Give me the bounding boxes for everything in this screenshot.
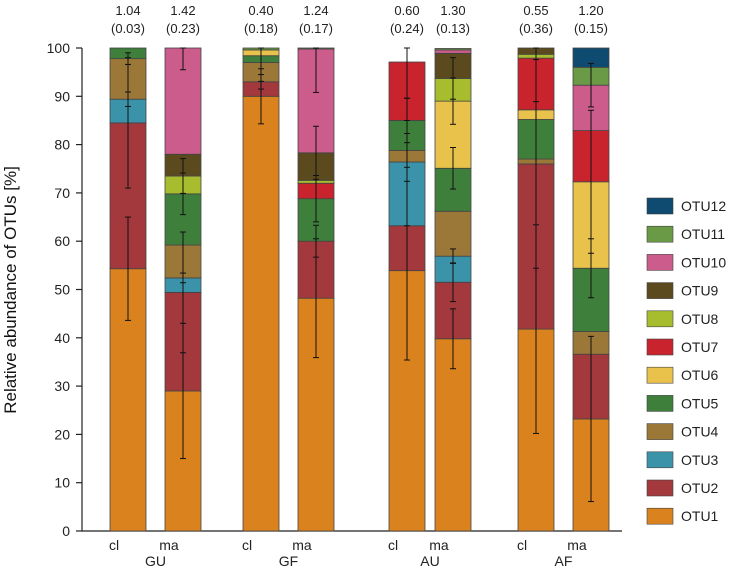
annotation-value: 0.40 [248,3,273,18]
legend-swatch-otu3 [646,451,674,469]
y-tick-label: 20 [54,426,70,442]
bar-segment-otu5 [434,167,472,212]
legend: OTU12 OTU11 OTU10 OTU9 OTU8 OTU7 OTU6 OTU5 OTU4 O… [646,197,726,525]
annotation-sd: (0.15) [574,21,608,36]
x-category-label: ma [567,537,587,553]
annotation-value: 0.60 [394,3,419,18]
legend-label-otu7: OTU7 [681,339,719,355]
x-category-label: cl [517,537,527,553]
legend-label-otu8: OTU8 [681,311,719,327]
x-category-label: ma [292,537,312,553]
legend-swatch-otu4 [646,423,674,440]
x-category-label: cl [109,537,119,553]
bar-segment-otu1 [434,338,472,532]
x-category-label: ma [159,537,179,553]
error-bars [125,47,594,503]
annotation-value: 1.30 [440,3,465,18]
legend-label-otu2: OTU2 [681,480,719,496]
x-group-label: GU [145,553,166,569]
legend-label-otu5: OTU5 [681,395,719,411]
legend-label-otu6: OTU6 [681,367,719,383]
y-tick-label: 30 [54,378,70,394]
legend-swatch-otu11 [646,225,674,243]
legend-swatch-otu1 [646,507,674,525]
x-group-label: GF [279,553,298,569]
legend-label-otu10: OTU10 [681,254,726,270]
annotation-sd: (0.36) [519,21,553,36]
annotation-sd: (0.03) [111,21,145,36]
annotation-value: 0.55 [523,3,548,18]
annotation-sd: (0.18) [244,21,278,36]
bar-segment-otu1 [242,95,280,532]
y-tick-label: 80 [54,137,70,153]
x-category-label: ma [429,537,449,553]
y-ticks: 0 10 20 30 40 50 60 70 80 90 100 [47,40,82,539]
y-tick-label: 50 [54,282,70,298]
annotation-value: 1.04 [115,3,140,18]
legend-swatch-otu6 [646,366,674,384]
legend-swatch-otu5 [646,395,674,412]
legend-label-otu12: OTU12 [681,198,726,214]
legend-swatch-otu2 [646,479,674,497]
x-category-label: cl [242,537,252,553]
legend-label-otu3: OTU3 [681,452,719,468]
annotation-value: 1.42 [170,3,195,18]
annotation-value: 1.24 [303,3,328,18]
bar-segment-otu11 [434,48,472,51]
x-group-label: AF [555,553,573,569]
y-tick-label: 90 [54,88,70,104]
x-category-label: cl [388,537,398,553]
annotation-sd: (0.17) [299,21,333,36]
legend-swatch-otu9 [646,282,674,299]
legend-label-otu1: OTU1 [681,508,719,524]
x-group-label: AU [420,553,439,569]
legend-swatch-otu10 [646,254,674,271]
y-axis-title: Relative abundance of OTUs [%] [1,166,20,414]
y-tick-label: 70 [54,185,70,201]
legend-swatch-otu12 [646,197,674,215]
bar-annotations: 1.04 (0.03) 1.42 (0.23) 0.40 (0.18) 1.24 (0.17)… [111,3,608,36]
y-tick-label: 0 [62,523,70,539]
annotation-sd: (0.24) [390,21,424,36]
annotation-value: 1.20 [578,3,603,18]
legend-label-otu11: OTU11 [681,226,725,242]
legend-swatch-otu8 [646,310,674,328]
y-tick-label: 40 [54,330,70,346]
annotation-sd: (0.13) [436,21,470,36]
annotation-sd: (0.23) [166,21,200,36]
y-tick-label: 100 [47,40,71,56]
bar-segment-otu10 [434,49,472,54]
legend-label-otu9: OTU9 [681,283,719,299]
legend-swatch-otu7 [646,338,674,356]
y-tick-label: 60 [54,233,70,249]
legend-label-otu4: OTU4 [681,424,719,440]
y-tick-label: 10 [54,475,70,491]
